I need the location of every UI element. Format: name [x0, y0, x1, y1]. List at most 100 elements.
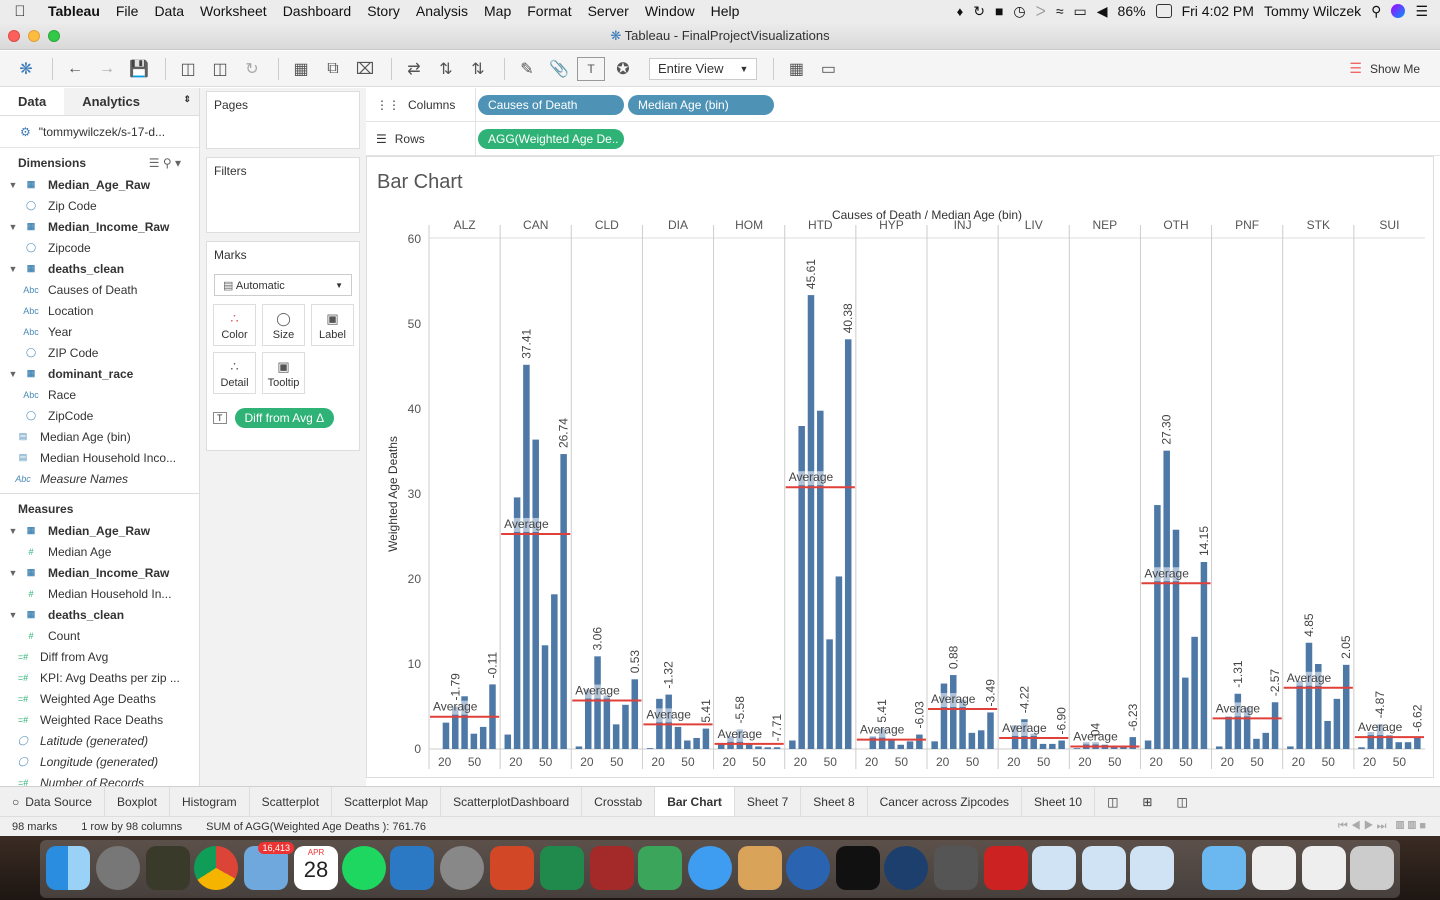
measure-field[interactable]: ▼ ▦ Median_Age_Raw	[0, 520, 199, 541]
measure-field[interactable]: =# Weighted Age Deaths	[0, 688, 199, 709]
sheet-tab[interactable]: Boxplot	[105, 786, 170, 817]
sheet-tab[interactable]: Scatterplot	[250, 786, 333, 817]
chevron-down-icon[interactable]: ▼	[8, 567, 18, 578]
menu-server[interactable]: Server	[587, 3, 629, 19]
bar[interactable]	[541, 645, 549, 749]
bar[interactable]	[1110, 747, 1118, 749]
dimension-field[interactable]: ▼ ▦ Median_Income_Raw	[0, 216, 199, 237]
bar[interactable]	[931, 741, 938, 749]
filters-card[interactable]: Filters	[206, 157, 360, 233]
measure-field[interactable]: ▼ ▦ deaths_clean	[0, 604, 199, 625]
dimension-field[interactable]: ▼ ▦ deaths_clean	[0, 258, 199, 279]
bar[interactable]	[1296, 681, 1303, 749]
sort-descending-icon[interactable]: ⇅	[471, 60, 485, 78]
bar[interactable]	[532, 439, 539, 749]
bar[interactable]	[1386, 735, 1393, 749]
chevron-down-icon[interactable]: ▼	[8, 525, 18, 536]
bar[interactable]	[470, 733, 478, 749]
bar[interactable]	[755, 746, 762, 749]
bar[interactable]	[1120, 746, 1127, 749]
tooltip-button[interactable]: ▣ Tooltip	[262, 352, 305, 394]
bar[interactable]	[1243, 707, 1251, 749]
siri-icon[interactable]	[1391, 4, 1406, 18]
bar[interactable]	[835, 576, 843, 749]
tableau-dock-icon-2[interactable]	[1082, 846, 1126, 890]
new-worksheet-icon[interactable]: ▦	[293, 60, 309, 78]
show-cards-icon[interactable]: ▦	[788, 60, 804, 78]
bar[interactable]	[897, 744, 904, 749]
battery-percent[interactable]: 86%	[1117, 3, 1146, 19]
minimize-window-button[interactable]	[28, 30, 40, 42]
zoom-window-button[interactable]	[48, 30, 60, 42]
spotlight-search-icon[interactable]: ⚲	[1371, 2, 1382, 19]
bar[interactable]	[1215, 746, 1223, 749]
measure-field[interactable]: =# Diff from Avg	[0, 646, 199, 667]
menu-app-name[interactable]: Tableau	[48, 3, 100, 19]
bar[interactable]	[977, 730, 985, 749]
apple-menu-icon[interactable]: 	[0, 3, 40, 20]
dimensions-tools[interactable]: ☰ ⚲ ▾	[148, 156, 181, 170]
measure-field[interactable]: # Median Household In...	[0, 583, 199, 604]
bar[interactable]	[1049, 743, 1056, 749]
bar[interactable]	[906, 741, 914, 749]
chrome-icon[interactable]	[194, 846, 238, 890]
swap-rows-columns-icon[interactable]: ⇄	[407, 60, 421, 78]
dimension-field[interactable]: ▤ Median Household Inco...	[0, 447, 199, 468]
bar[interactable]	[1395, 742, 1402, 749]
tableau-dock-icon-3[interactable]	[1130, 846, 1174, 890]
time-machine-icon[interactable]: ◷	[1013, 2, 1026, 19]
launchpad-icon[interactable]	[96, 846, 140, 890]
bar[interactable]	[727, 736, 734, 749]
data-source-item[interactable]: ⚙ "tommywilczek/s-17-d...	[0, 116, 199, 148]
dimension-field[interactable]: ▤ Median Age (bin)	[0, 426, 199, 447]
document-icon[interactable]	[1252, 846, 1296, 890]
new-story-tab-icon[interactable]: ◫	[1176, 794, 1188, 809]
bar[interactable]	[773, 747, 781, 749]
undo-icon[interactable]: ←	[67, 59, 83, 77]
bar[interactable]	[1253, 738, 1260, 749]
measure-field[interactable]: ▼ ▦ Median_Income_Raw	[0, 562, 199, 583]
acrobat-icon[interactable]	[984, 846, 1028, 890]
system-preferences-icon[interactable]	[440, 846, 484, 890]
menu-analysis[interactable]: Analysis	[415, 3, 469, 19]
sheet-tab[interactable]: Scatterplot Map	[332, 786, 442, 817]
sourcetree-icon[interactable]	[884, 846, 928, 890]
bar[interactable]	[1172, 529, 1180, 749]
bar[interactable]	[603, 695, 611, 749]
menu-worksheet[interactable]: Worksheet	[200, 3, 267, 19]
bar[interactable]	[646, 748, 654, 749]
bar[interactable]	[442, 722, 450, 749]
bar[interactable]	[1039, 743, 1047, 749]
bar[interactable]	[1414, 737, 1421, 749]
bar[interactable]	[1144, 740, 1152, 750]
columns-pill-causes-of-death[interactable]: Causes of Death	[478, 94, 624, 115]
terminal-icon[interactable]	[836, 846, 880, 890]
dimension-field[interactable]: ▼ ▦ dominant_race	[0, 363, 199, 384]
trash-icon[interactable]	[1350, 846, 1394, 890]
new-worksheet-tab-icon[interactable]: ◫	[1107, 794, 1119, 809]
menu-window[interactable]: Window	[644, 3, 695, 19]
new-data-source-icon[interactable]: ◫	[180, 60, 196, 78]
menu-dashboard[interactable]: Dashboard	[282, 3, 352, 19]
bar[interactable]	[684, 740, 691, 750]
chevron-down-icon[interactable]: ▼	[8, 368, 18, 379]
sync-icon[interactable]: ↻	[973, 2, 985, 19]
bar[interactable]	[631, 679, 639, 749]
pause-updates-icon[interactable]: ◫	[212, 60, 228, 78]
bar[interactable]	[1234, 693, 1242, 749]
bar[interactable]	[1287, 746, 1294, 749]
dimension-field[interactable]: Abc Location	[0, 300, 199, 321]
dimension-field[interactable]: ◯ Zip Code	[0, 195, 199, 216]
bar[interactable]	[1154, 505, 1161, 749]
bar[interactable]	[523, 364, 530, 749]
folder-icon[interactable]	[1202, 846, 1246, 890]
measure-field[interactable]: ◯ Latitude (generated)	[0, 730, 199, 751]
mark-type-dropdown[interactable]: ▤ Automatic ▼	[214, 274, 352, 296]
wifi-icon[interactable]: ≈	[1055, 3, 1064, 19]
bar[interactable]	[504, 734, 512, 749]
bar[interactable]	[702, 728, 710, 749]
bar[interactable]	[940, 683, 948, 749]
tableau-home-icon[interactable]: ❋	[19, 60, 33, 78]
chevron-down-icon[interactable]: ▼	[8, 221, 18, 232]
r-icon[interactable]	[786, 846, 830, 890]
